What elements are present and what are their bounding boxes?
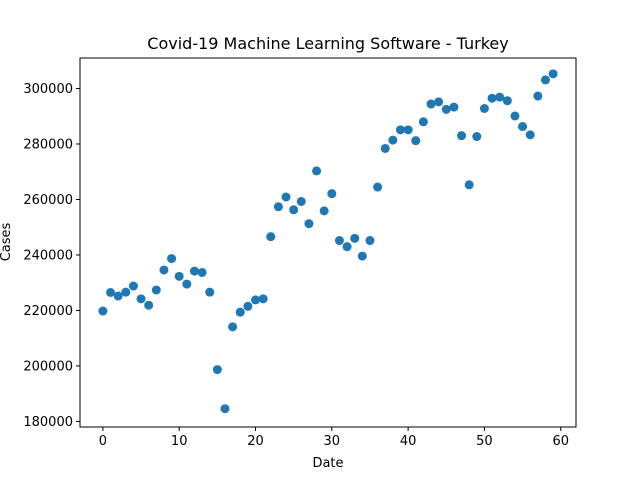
data-point [479, 103, 489, 113]
y-tick-label: 280000 [23, 138, 73, 153]
data-point [548, 69, 558, 79]
data-point [235, 307, 245, 317]
data-point [281, 192, 291, 202]
data-point [403, 125, 413, 135]
data-point [426, 99, 436, 109]
data-point [312, 166, 322, 176]
y-tick-label: 260000 [23, 193, 73, 208]
data-point [395, 125, 405, 135]
data-point [113, 291, 123, 301]
data-point [121, 287, 131, 297]
data-point [441, 104, 451, 114]
data-point [296, 196, 306, 206]
data-point [449, 102, 459, 112]
data-point [128, 281, 138, 291]
y-tick-label: 180000 [23, 415, 73, 430]
data-point [380, 143, 390, 153]
data-point [464, 180, 474, 190]
data-point [304, 219, 314, 229]
data-point [273, 202, 283, 212]
data-point [327, 189, 337, 199]
data-point [289, 205, 299, 215]
x-tick-label: 60 [552, 434, 569, 449]
data-point [220, 404, 230, 414]
data-point [258, 294, 268, 304]
y-axis-ticks: 180000 200000 220000 240000 260000 280000 3000… [23, 82, 80, 430]
x-tick-label: 10 [171, 434, 188, 449]
data-point [167, 254, 177, 264]
data-point [205, 287, 215, 297]
data-point [266, 232, 276, 242]
data-point [434, 97, 444, 107]
data-point [510, 111, 520, 121]
data-point [518, 122, 528, 132]
data-point [357, 251, 367, 261]
x-tick-label: 0 [99, 434, 107, 449]
data-point [182, 279, 192, 289]
data-point [228, 322, 238, 332]
data-point [411, 136, 421, 146]
data-point [334, 236, 344, 246]
data-point [487, 93, 497, 103]
data-point [457, 131, 467, 141]
data-point [144, 300, 154, 310]
data-point [197, 267, 207, 277]
data-point [136, 294, 146, 304]
x-tick-label: 40 [400, 434, 417, 449]
x-tick-label: 30 [324, 434, 341, 449]
data-point [388, 135, 398, 145]
data-point [502, 96, 512, 106]
data-point [319, 206, 329, 216]
x-axis-label: Date [312, 456, 343, 471]
data-point [189, 266, 199, 276]
data-points [98, 69, 558, 414]
data-point [159, 265, 169, 275]
x-tick-label: 50 [476, 434, 493, 449]
data-point [525, 130, 535, 140]
data-point [243, 301, 253, 311]
data-point [98, 306, 108, 316]
data-point [472, 132, 482, 142]
y-axis-label: Cases [0, 222, 14, 261]
plot-area-frame [79, 57, 577, 428]
data-point [418, 117, 428, 127]
data-point [540, 75, 550, 85]
data-point [365, 236, 375, 246]
data-point [495, 92, 505, 102]
data-point [174, 271, 184, 281]
y-tick-label: 240000 [23, 248, 73, 263]
data-point [373, 182, 383, 192]
y-tick-label: 220000 [23, 304, 73, 319]
y-tick-label: 300000 [23, 82, 73, 97]
x-tick-label: 20 [247, 434, 264, 449]
data-point [151, 285, 161, 295]
data-point [342, 242, 352, 252]
x-axis-ticks: 0 10 20 30 40 50 60 [99, 427, 569, 449]
y-tick-label: 200000 [23, 359, 73, 374]
chart-title: Covid-19 Machine Learning Software - Tur… [147, 34, 508, 53]
data-point [106, 287, 116, 297]
data-point [251, 295, 261, 305]
data-point [350, 233, 360, 243]
data-point [533, 91, 543, 101]
data-point [212, 365, 222, 375]
